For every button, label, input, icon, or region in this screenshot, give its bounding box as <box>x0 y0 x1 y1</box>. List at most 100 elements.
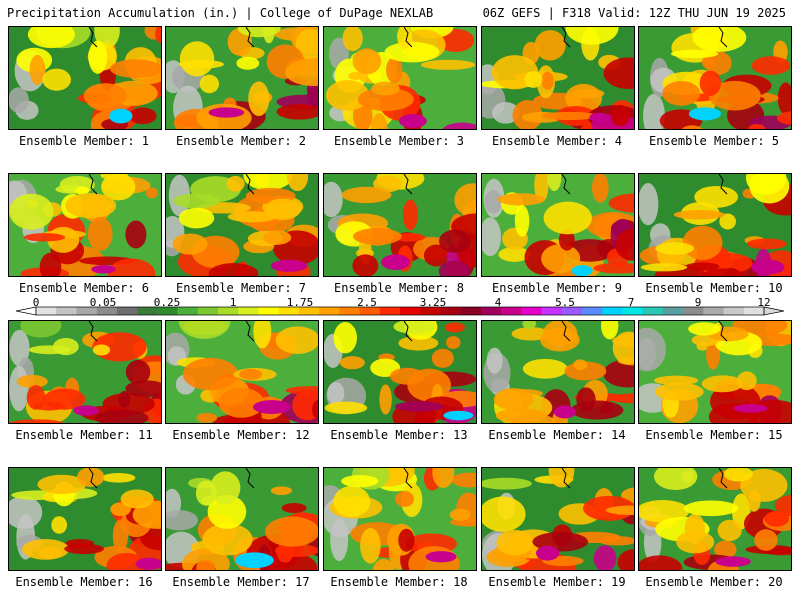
precipitation-field <box>166 321 318 423</box>
precipitation-field <box>639 321 791 423</box>
precipitation-field <box>9 321 161 423</box>
precipitation-field <box>166 174 318 276</box>
ensemble-member-map <box>481 173 635 277</box>
precipitation-field <box>482 321 634 423</box>
precipitation-field <box>482 468 634 570</box>
colorbar-swatch <box>278 307 300 315</box>
ensemble-member-map <box>638 467 792 571</box>
ensemble-member-label: Ensemble Member: 3 <box>333 134 465 148</box>
colorbar-tick-label: 1 <box>229 296 237 309</box>
precipitation-field <box>166 468 318 570</box>
ensemble-member-map <box>165 320 319 424</box>
colorbar-swatch <box>642 307 664 315</box>
ensemble-member-map <box>8 320 162 424</box>
ensemble-member-label: Ensemble Member: 20 <box>645 575 783 589</box>
colorbar-swatch <box>96 307 118 315</box>
colorbar-swatch <box>521 307 542 315</box>
ensemble-member-label: Ensemble Member: 10 <box>645 281 783 295</box>
ensemble-member-map <box>638 320 792 424</box>
colorbar-swatch <box>460 307 482 315</box>
ensemble-member-map <box>638 26 792 130</box>
ensemble-member-map <box>323 26 477 130</box>
precipitation-field <box>324 27 476 129</box>
colorbar-swatch <box>359 307 381 315</box>
colorbar-tick-label: 2.5 <box>357 296 377 309</box>
ensemble-member-label: Ensemble Member: 7 <box>175 281 307 295</box>
colorbar-swatch <box>339 307 360 315</box>
precipitation-field <box>639 27 791 129</box>
precipitation-field <box>482 27 634 129</box>
colorbar-swatch <box>743 307 765 315</box>
precipitation-field <box>9 27 161 129</box>
colorbar-swatch <box>420 307 441 315</box>
ensemble-member-label: Ensemble Member: 15 <box>645 428 783 442</box>
ensemble-member-label: Ensemble Member: 12 <box>172 428 310 442</box>
ensemble-member-label: Ensemble Member: 1 <box>18 134 150 148</box>
colorbar-swatch <box>480 307 502 315</box>
precipitation-field <box>324 321 476 423</box>
colorbar-tick-label: 0.25 <box>153 296 181 309</box>
ensemble-member-map <box>8 467 162 571</box>
colorbar-swatch <box>541 307 563 315</box>
colorbar-tick-label: 3.25 <box>419 296 447 309</box>
precipitation-field <box>639 468 791 570</box>
precipitation-field <box>324 468 476 570</box>
ensemble-member-map <box>481 26 635 130</box>
ensemble-member-label: Ensemble Member: 13 <box>330 428 468 442</box>
colorbar-swatch <box>400 307 421 315</box>
ensemble-member-label: Ensemble Member: 14 <box>488 428 626 442</box>
ensemble-member-map <box>323 467 477 571</box>
ensemble-member-map <box>638 173 792 277</box>
colorbar-tick-label: 7 <box>627 296 635 309</box>
ensemble-member-label: Ensemble Member: 19 <box>488 575 626 589</box>
ensemble-member-label: Ensemble Member: 18 <box>330 575 468 589</box>
ensemble-member-map <box>8 173 162 277</box>
colorbar-swatch <box>258 307 279 315</box>
colorbar-swatch <box>298 307 320 315</box>
ensemble-member-label: Ensemble Member: 4 <box>491 134 623 148</box>
colorbar-swatch <box>238 307 259 315</box>
colorbar-swatch <box>177 307 199 315</box>
colorbar-tick-label: 1.75 <box>286 296 314 309</box>
colorbar-swatch <box>561 307 583 315</box>
header-run-info: 06Z GEFS | F318 Valid: 12Z THU JUN 19 20… <box>482 6 786 20</box>
ensemble-member-map <box>165 467 319 571</box>
precipitation-field <box>482 174 634 276</box>
ensemble-member-label: Ensemble Member: 17 <box>172 575 310 589</box>
colorbar-swatch <box>582 307 603 315</box>
ensemble-member-label: Ensemble Member: 2 <box>175 134 307 148</box>
colorbar-swatch <box>319 307 340 315</box>
colorbar-swatch <box>116 307 138 315</box>
colorbar-swatch <box>662 307 684 315</box>
ensemble-member-label: Ensemble Member: 11 <box>15 428 153 442</box>
precipitation-colorbar <box>15 306 785 316</box>
colorbar-swatch <box>36 307 57 315</box>
colorbar-swatch <box>723 307 745 315</box>
ensemble-member-map <box>323 173 477 277</box>
colorbar-swatch <box>197 307 219 315</box>
colorbar-swatch <box>218 307 239 315</box>
colorbar-swatch <box>137 307 158 315</box>
precipitation-field <box>639 174 791 276</box>
precipitation-field <box>324 174 476 276</box>
colorbar-swatch <box>76 307 97 315</box>
ensemble-member-map <box>8 26 162 130</box>
precipitation-field <box>9 468 161 570</box>
header-title: Precipitation Accumulation (in.) | Colle… <box>7 6 434 20</box>
colorbar-swatch <box>379 307 401 315</box>
ensemble-member-map <box>165 26 319 130</box>
ensemble-member-map <box>165 173 319 277</box>
precipitation-field <box>166 27 318 129</box>
colorbar-swatch <box>157 307 178 315</box>
precipitation-field <box>9 174 161 276</box>
colorbar-swatch <box>56 307 77 315</box>
colorbar-swatch <box>602 307 623 315</box>
colorbar-tick-label: 9 <box>694 296 702 309</box>
colorbar-tick-label: 12 <box>757 296 771 309</box>
ensemble-member-label: Ensemble Member: 9 <box>491 281 623 295</box>
ensemble-member-label: Ensemble Member: 16 <box>15 575 153 589</box>
colorbar-swatch <box>703 307 724 315</box>
colorbar-swatch <box>501 307 522 315</box>
ensemble-member-map <box>323 320 477 424</box>
ensemble-member-label: Ensemble Member: 5 <box>648 134 780 148</box>
